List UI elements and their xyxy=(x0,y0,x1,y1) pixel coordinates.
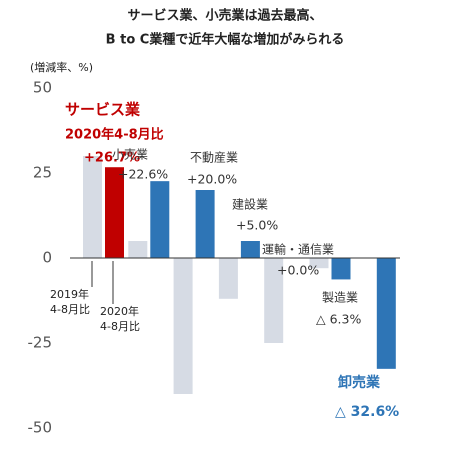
bar xyxy=(128,241,148,258)
value-label: +26.7% xyxy=(84,151,140,166)
bar xyxy=(218,258,238,299)
value-label: △ 32.6% xyxy=(335,404,399,420)
y-axis-label: (増減率、%) xyxy=(30,60,93,74)
y-tick-label: 25 xyxy=(33,164,52,182)
highlight-subtitle: 2020年4-8月比 xyxy=(65,127,164,143)
legend-line: 4-8月比 xyxy=(100,320,140,333)
legend-label: 2019年 4-8月比 xyxy=(50,287,90,316)
bar xyxy=(376,258,396,369)
y-tick-label: -50 xyxy=(28,419,53,437)
category-label: 不動産業 xyxy=(190,150,238,165)
category-label: 卸売業 xyxy=(338,374,381,391)
category-label: 小売業 xyxy=(112,147,148,162)
legend-line: 2020年 xyxy=(100,304,139,318)
category-label: 製造業 xyxy=(322,291,358,305)
y-tick-label: 0 xyxy=(42,249,52,267)
bar xyxy=(195,190,215,258)
bar xyxy=(309,258,329,269)
legend-line: 4-8月比 xyxy=(50,303,90,316)
chart-title: B to C業種で近年大幅な増加がみられる xyxy=(106,32,345,48)
bar xyxy=(105,167,124,258)
category-label: サービス業 xyxy=(65,101,141,119)
value-label: +22.6% xyxy=(118,167,168,182)
y-tick-label: -25 xyxy=(28,334,53,352)
bar xyxy=(240,241,260,258)
chart-title: サービス業、小売業は過去最高、 xyxy=(127,8,322,24)
value-label: △ 6.3% xyxy=(316,312,361,327)
category-label: 運輸・通信業 xyxy=(262,242,334,257)
bar xyxy=(331,258,351,280)
bar xyxy=(173,258,193,394)
value-label: +20.0% xyxy=(187,172,237,187)
bar xyxy=(264,258,284,343)
value-label: +5.0% xyxy=(236,218,278,233)
legend-line: 2019年 xyxy=(50,287,89,301)
value-label: +0.0% xyxy=(277,263,319,278)
bar xyxy=(83,156,102,258)
legend-label: 2020年 4-8月比 xyxy=(100,304,140,333)
bar xyxy=(150,181,170,258)
y-tick-label: 50 xyxy=(33,79,52,97)
category-label: 建設業 xyxy=(232,197,268,212)
